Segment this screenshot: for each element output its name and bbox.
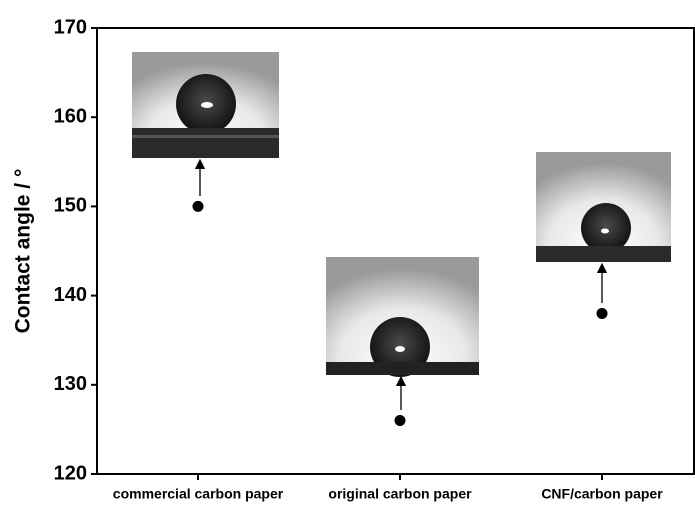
chart: Contact angle / ° 120 130 140 150 160 170 comm… [0,0,695,507]
y-axis-label: Contact angle / ° [12,169,35,334]
inset-image [132,52,279,158]
inset-image [536,152,671,262]
x-tick-label: original carbon paper [328,486,472,502]
y-tick-label: 160 [54,105,87,127]
x-tick-label: commercial carbon paper [113,486,284,502]
y-tick-label: 170 [54,16,87,38]
x-tick-label: CNF/carbon paper [541,486,663,502]
y-tick-label: 140 [54,284,87,306]
y-tick-label: 130 [54,373,87,395]
y-tick-label: 120 [54,462,87,484]
data-point [597,308,608,319]
y-tick-label: 150 [54,195,87,217]
data-point [193,201,204,212]
inset-image [326,257,479,377]
data-point [395,415,406,426]
